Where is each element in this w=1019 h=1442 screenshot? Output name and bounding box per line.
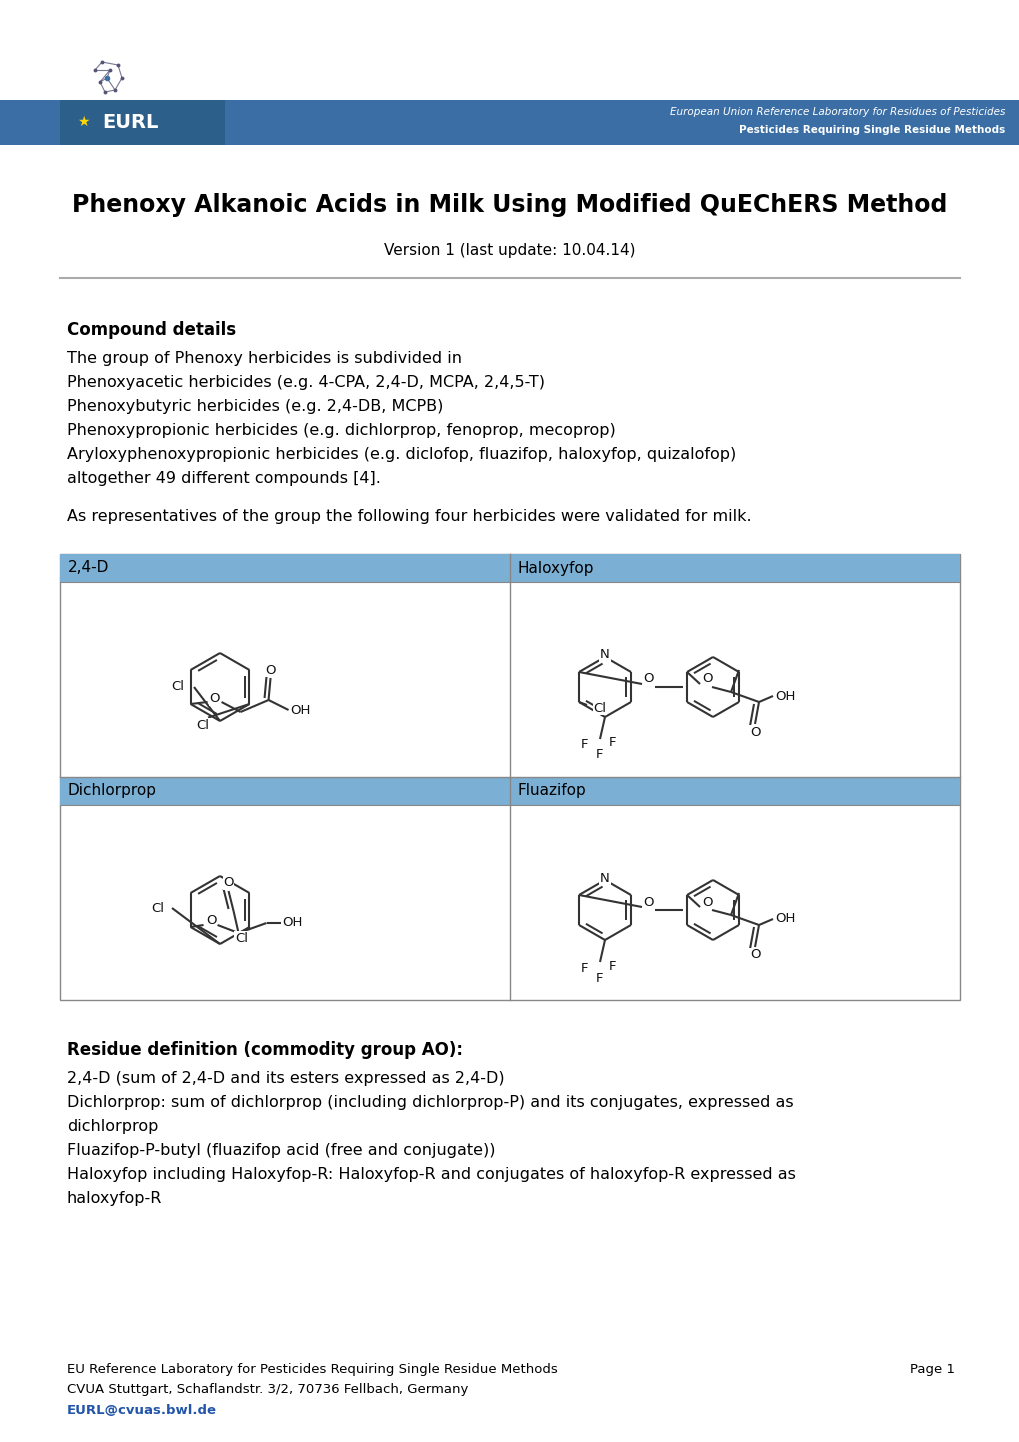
Bar (0, 99, 1019, 146)
Text: N: N (599, 649, 609, 662)
Text: Residue definition (commodity group AO):: Residue definition (commodity group AO): (67, 1041, 463, 1058)
Text: OH: OH (290, 704, 311, 717)
Text: EURL@cvuas.bwl.de: EURL@cvuas.bwl.de (67, 1403, 217, 1416)
Text: N: N (599, 871, 609, 884)
Bar (510, 777, 959, 805)
Text: Compound details: Compound details (67, 322, 235, 339)
Text: F: F (596, 748, 603, 761)
Text: O: O (209, 692, 219, 705)
Text: Haloxyfop: Haloxyfop (518, 561, 594, 575)
Text: Dichlorprop: sum of dichlorprop (including dichlorprop-P) and its conjugates, ex: Dichlorprop: sum of dichlorprop (includi… (67, 1094, 793, 1109)
Text: Fluazifop: Fluazifop (518, 783, 586, 799)
Text: Phenoxy Alkanoic Acids in Milk Using Modified QuEChERS Method: Phenoxy Alkanoic Acids in Milk Using Mod… (72, 193, 947, 216)
Text: Fluazifop-P-butyl (fluazifop acid (free and conjugate)): Fluazifop-P-butyl (fluazifop acid (free … (67, 1142, 495, 1158)
Text: O: O (643, 672, 653, 685)
Text: As representatives of the group the following four herbicides were validated for: As representatives of the group the foll… (67, 509, 751, 523)
Text: O: O (223, 877, 233, 890)
Text: Pesticides Requiring Single Residue Methods: Pesticides Requiring Single Residue Meth… (738, 125, 1004, 136)
Text: Cl: Cl (171, 681, 184, 694)
Text: O: O (749, 725, 759, 738)
Text: OH: OH (774, 913, 795, 926)
Text: European Union Reference Laboratory for Residues of Pesticides: European Union Reference Laboratory for … (668, 107, 1004, 117)
Text: Version 1 (last update: 10.04.14): Version 1 (last update: 10.04.14) (384, 242, 635, 258)
Text: Aryloxyphenoxypropionic herbicides (e.g. diclofop, fluazifop, haloxyfop, quizalo: Aryloxyphenoxypropionic herbicides (e.g.… (67, 447, 736, 461)
Bar (60, 99, 225, 146)
Bar (60, 554, 959, 999)
Text: O: O (206, 914, 217, 927)
Text: O: O (701, 895, 711, 908)
Text: F: F (581, 962, 588, 975)
Text: EURL: EURL (102, 112, 158, 131)
Text: haloxyfop-R: haloxyfop-R (67, 1191, 162, 1206)
Text: O: O (265, 663, 275, 676)
Text: 2,4-D (sum of 2,4-D and its esters expressed as 2,4-D): 2,4-D (sum of 2,4-D and its esters expre… (67, 1070, 504, 1086)
Text: OH: OH (774, 689, 795, 702)
Text: Cl: Cl (151, 901, 164, 914)
Text: Cl: Cl (197, 720, 209, 733)
Bar (60, 777, 510, 805)
Text: F: F (608, 737, 616, 750)
Text: OH: OH (282, 917, 303, 930)
Text: Cl: Cl (234, 932, 248, 945)
Text: Dichlorprop: Dichlorprop (68, 783, 157, 799)
Text: ★: ★ (76, 115, 90, 128)
Text: O: O (701, 672, 711, 685)
Text: F: F (581, 738, 588, 751)
Text: Phenoxybutyric herbicides (e.g. 2,4-DB, MCPB): Phenoxybutyric herbicides (e.g. 2,4-DB, … (67, 398, 443, 414)
Bar (510, 554, 959, 583)
Bar (60, 554, 510, 583)
Text: Phenoxypropionic herbicides (e.g. dichlorprop, fenoprop, mecoprop): Phenoxypropionic herbicides (e.g. dichlo… (67, 423, 615, 437)
Text: Haloxyfop including Haloxyfop-R: Haloxyfop-R and conjugates of haloxyfop-R expre: Haloxyfop including Haloxyfop-R: Haloxyf… (67, 1167, 795, 1181)
Text: F: F (596, 972, 603, 985)
Text: Cl: Cl (593, 701, 606, 714)
Text: Phenoxyacetic herbicides (e.g. 4-CPA, 2,4-D, MCPA, 2,4,5-T): Phenoxyacetic herbicides (e.g. 4-CPA, 2,… (67, 375, 544, 389)
Text: O: O (749, 949, 759, 962)
Text: altogether 49 different compounds [4].: altogether 49 different compounds [4]. (67, 470, 380, 486)
Text: The group of Phenoxy herbicides is subdivided in: The group of Phenoxy herbicides is subdi… (67, 350, 462, 365)
Text: dichlorprop: dichlorprop (67, 1119, 158, 1133)
Text: O: O (643, 895, 653, 908)
Text: EU Reference Laboratory for Pesticides Requiring Single Residue Methods: EU Reference Laboratory for Pesticides R… (67, 1364, 557, 1377)
Text: 2,4-D: 2,4-D (68, 561, 109, 575)
Text: Page 1: Page 1 (909, 1364, 954, 1377)
Text: F: F (608, 959, 616, 972)
Text: CVUA Stuttgart, Schaflandstr. 3/2, 70736 Fellbach, Germany: CVUA Stuttgart, Schaflandstr. 3/2, 70736… (67, 1383, 468, 1396)
